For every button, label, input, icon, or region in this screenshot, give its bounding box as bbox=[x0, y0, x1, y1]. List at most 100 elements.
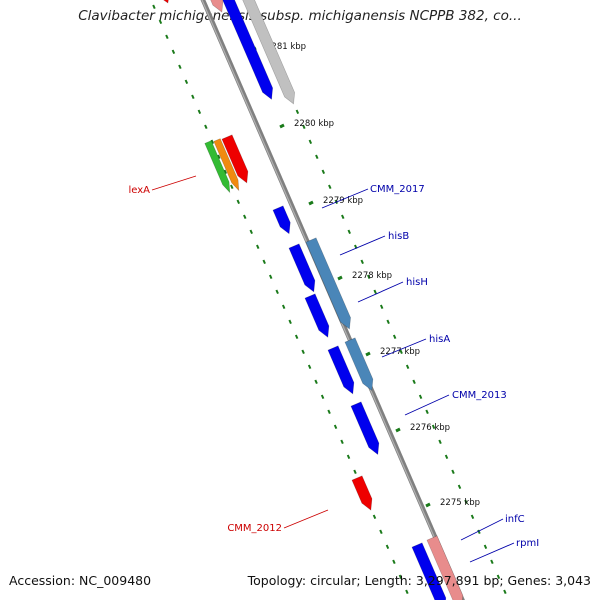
scale-label: 2279 kbp bbox=[323, 196, 363, 206]
gene-label-leader bbox=[357, 281, 404, 303]
gene-label-leader bbox=[404, 394, 450, 416]
scale-label: 2275 kbp bbox=[440, 498, 480, 508]
left-tick-row-dot bbox=[204, 124, 208, 130]
left-tick-row-dot bbox=[379, 529, 383, 535]
scale-tick-mark bbox=[425, 502, 431, 508]
right-tick-row-dot bbox=[503, 589, 507, 595]
left-tick-row-dot bbox=[262, 259, 266, 265]
scale-tick-mark bbox=[279, 123, 285, 129]
right-tick-row-dot bbox=[444, 454, 449, 460]
left-tick-row-dot bbox=[301, 349, 305, 355]
gene-label: infC bbox=[505, 514, 525, 525]
left-tick-row-dot bbox=[210, 139, 215, 145]
left-tick-row-dot bbox=[288, 319, 292, 325]
right-tick-row-dot bbox=[366, 274, 371, 280]
left-tick-row-dot bbox=[405, 589, 409, 595]
left-tick-row-dot bbox=[230, 184, 234, 190]
topology-summary: Topology: circular; Length: 3,297,891 bp… bbox=[247, 573, 591, 588]
right-tick-row-dot bbox=[347, 229, 351, 235]
left-tick-row-dot bbox=[320, 394, 325, 400]
right-tick-row-dot bbox=[308, 139, 313, 145]
left-tick-row-dot bbox=[152, 4, 156, 10]
gene-arrow-gray bbox=[242, 0, 295, 105]
gene-label-leader bbox=[469, 542, 515, 563]
left-tick-row-dot bbox=[307, 364, 312, 370]
right-tick-row-dot bbox=[386, 319, 390, 325]
gene-label-leader bbox=[151, 175, 197, 191]
scale-label: 2277 kbp bbox=[380, 347, 420, 357]
gene-label: CMM_2013 bbox=[452, 390, 507, 401]
right-tick-row-dot bbox=[341, 214, 345, 220]
right-tick-row-dot bbox=[360, 259, 364, 265]
left-tick-row-dot bbox=[333, 424, 338, 430]
gene-arrow-hisA-steel bbox=[344, 337, 374, 392]
left-tick-row-dot bbox=[178, 64, 182, 70]
right-tick-row-dot bbox=[321, 169, 326, 175]
left-tick-row-dot bbox=[398, 574, 403, 580]
right-tick-row-dot bbox=[464, 499, 468, 505]
gene-label-leader bbox=[283, 509, 329, 529]
right-tick-row-dot bbox=[483, 544, 488, 550]
gene-label-leader bbox=[381, 338, 427, 358]
left-tick-row-dot bbox=[171, 49, 176, 55]
left-tick-row-dot bbox=[268, 274, 273, 280]
right-tick-row-dot bbox=[315, 154, 319, 160]
scale-tick-mark bbox=[308, 200, 314, 206]
left-tick-row-dot bbox=[184, 79, 189, 85]
right-tick-row-dot bbox=[328, 184, 332, 190]
accession-label: Accession: NC_009480 bbox=[9, 573, 152, 588]
left-tick-row-dot bbox=[249, 229, 253, 235]
gene-arrow-top-red bbox=[163, 0, 169, 4]
right-tick-row-dot bbox=[412, 379, 416, 385]
gene-arrow-hisB-a bbox=[288, 243, 316, 293]
gene-arrow-cmm2017 bbox=[272, 205, 291, 235]
gene-label: hisA bbox=[429, 334, 450, 345]
left-tick-row-dot bbox=[294, 334, 299, 340]
left-tick-row-dot bbox=[353, 469, 357, 475]
left-tick-row-dot bbox=[158, 19, 163, 25]
scale-tick-mark bbox=[395, 427, 401, 433]
left-tick-row-dot bbox=[275, 289, 279, 295]
left-tick-row-dot bbox=[346, 454, 351, 460]
left-tick-row-dot bbox=[217, 154, 221, 160]
left-tick-row-dot bbox=[165, 34, 169, 40]
gene-arrow-infC bbox=[411, 542, 447, 600]
gene-label-leader bbox=[339, 235, 386, 256]
gene-label: rpmI bbox=[516, 538, 539, 549]
right-tick-row-dot bbox=[399, 349, 403, 355]
left-tick-row-dot bbox=[314, 379, 318, 385]
gene-label: hisH bbox=[406, 277, 428, 288]
gene-arrow-lexA bbox=[221, 134, 249, 184]
gene-arrow-pink bbox=[210, 0, 224, 13]
left-tick-row-dot bbox=[236, 199, 240, 205]
gene-arrow-cmm2012 bbox=[351, 475, 373, 511]
right-tick-row-dot bbox=[373, 289, 377, 295]
left-tick-row-dot bbox=[256, 244, 260, 250]
right-tick-row-dot bbox=[379, 304, 384, 310]
scale-label: 2276 kbp bbox=[410, 423, 450, 433]
gene-arrow-orange bbox=[213, 138, 240, 192]
gene-label-leader bbox=[460, 518, 504, 541]
left-tick-row-dot bbox=[281, 304, 286, 310]
gene-arrow-cmm2013 bbox=[350, 401, 380, 456]
scale-tick-mark bbox=[365, 351, 371, 357]
left-tick-row-dot bbox=[385, 544, 390, 550]
gene-arrow-blue bbox=[222, 0, 273, 100]
right-tick-row-dot bbox=[425, 409, 429, 415]
map-title: Clavibacter michiganensis subsp. michiga… bbox=[78, 8, 522, 24]
left-tick-row-dot bbox=[340, 439, 344, 445]
scale-label: 2280 kbp bbox=[294, 119, 334, 129]
left-tick-row-dot bbox=[372, 514, 377, 520]
gene-arrow-green bbox=[204, 140, 231, 194]
gene-arrow-rpmI bbox=[426, 535, 464, 600]
right-tick-row-dot bbox=[438, 439, 442, 445]
right-tick-row-dot bbox=[496, 574, 501, 580]
right-tick-row-dot bbox=[405, 364, 410, 370]
right-tick-row-dot bbox=[457, 484, 462, 490]
gene-arrow-hisA bbox=[327, 345, 355, 395]
right-tick-row-dot bbox=[295, 109, 300, 115]
right-tick-row-dot bbox=[431, 424, 436, 430]
left-tick-row-dot bbox=[197, 109, 202, 115]
